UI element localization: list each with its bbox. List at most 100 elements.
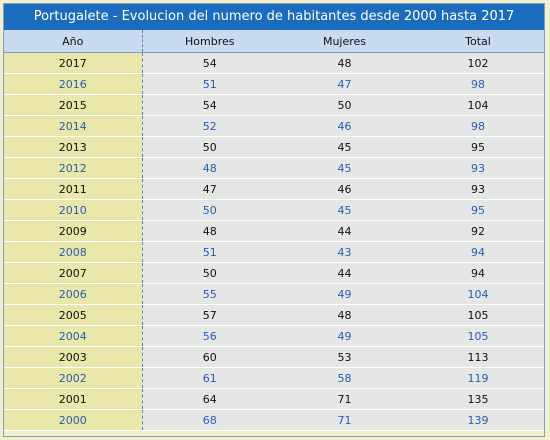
women-cell: 49 bbox=[277, 283, 412, 305]
header-total: Total bbox=[412, 30, 544, 53]
year-cell: 2014 bbox=[4, 115, 143, 137]
men-cell: 54 bbox=[142, 52, 277, 74]
header-row: Año Hombres Mujeres Total bbox=[4, 30, 544, 53]
total-cell: 102 bbox=[412, 52, 544, 74]
men-cell: 56 bbox=[142, 325, 277, 347]
year-cell: 2011 bbox=[4, 178, 143, 200]
total-cell: 105 bbox=[412, 325, 544, 347]
men-cell: 48 bbox=[142, 157, 277, 179]
population-table-panel: Portugalete - Evolucion del numero de ha… bbox=[3, 3, 545, 437]
population-table: Año Hombres Mujeres Total 2017 54 48 102 201… bbox=[4, 30, 544, 431]
year-cell: 2009 bbox=[4, 220, 143, 242]
women-cell: 44 bbox=[277, 220, 412, 242]
men-cell: 54 bbox=[142, 94, 277, 116]
year-cell: 2008 bbox=[4, 241, 143, 263]
header-women: Mujeres bbox=[277, 30, 412, 53]
total-cell: 98 bbox=[412, 73, 544, 95]
total-cell: 94 bbox=[412, 241, 544, 263]
total-cell: 139 bbox=[412, 409, 544, 431]
table-body: 2017 54 48 102 2016 51 47 98 2015 54 50 104 2014 52 46… bbox=[4, 52, 544, 431]
table-row: 2005 57 48 105 bbox=[4, 304, 544, 326]
men-cell: 68 bbox=[142, 409, 277, 431]
women-cell: 48 bbox=[277, 304, 412, 326]
total-cell: 95 bbox=[412, 136, 544, 158]
year-cell: 2012 bbox=[4, 157, 143, 179]
men-cell: 51 bbox=[142, 241, 277, 263]
women-cell: 48 bbox=[277, 52, 412, 74]
header-year: Año bbox=[4, 30, 143, 53]
total-cell: 104 bbox=[412, 283, 544, 305]
men-cell: 51 bbox=[142, 73, 277, 95]
women-cell: 71 bbox=[277, 409, 412, 431]
year-cell: 2013 bbox=[4, 136, 143, 158]
women-cell: 46 bbox=[277, 115, 412, 137]
men-cell: 48 bbox=[142, 220, 277, 242]
women-cell: 47 bbox=[277, 73, 412, 95]
table-row: 2009 48 44 92 bbox=[4, 220, 544, 242]
year-cell: 2001 bbox=[4, 388, 143, 410]
table-row: 2013 50 45 95 bbox=[4, 136, 544, 158]
men-cell: 50 bbox=[142, 136, 277, 158]
total-cell: 113 bbox=[412, 346, 544, 368]
women-cell: 45 bbox=[277, 136, 412, 158]
table-row: 2014 52 46 98 bbox=[4, 115, 544, 137]
women-cell: 71 bbox=[277, 388, 412, 410]
table-row: 2000 68 71 139 bbox=[4, 409, 544, 431]
year-cell: 2007 bbox=[4, 262, 143, 284]
women-cell: 53 bbox=[277, 346, 412, 368]
total-cell: 95 bbox=[412, 199, 544, 221]
table-row: 2010 50 45 95 bbox=[4, 199, 544, 221]
table-title: Portugalete - Evolucion del numero de ha… bbox=[4, 4, 544, 30]
total-cell: 92 bbox=[412, 220, 544, 242]
men-cell: 52 bbox=[142, 115, 277, 137]
table-row: 2011 47 46 93 bbox=[4, 178, 544, 200]
table-row: 2003 60 53 113 bbox=[4, 346, 544, 368]
men-cell: 57 bbox=[142, 304, 277, 326]
year-cell: 2010 bbox=[4, 199, 143, 221]
total-cell: 94 bbox=[412, 262, 544, 284]
men-cell: 64 bbox=[142, 388, 277, 410]
year-cell: 2017 bbox=[4, 52, 143, 74]
women-cell: 45 bbox=[277, 157, 412, 179]
table-row: 2008 51 43 94 bbox=[4, 241, 544, 263]
header-men: Hombres bbox=[142, 30, 277, 53]
men-cell: 55 bbox=[142, 283, 277, 305]
women-cell: 46 bbox=[277, 178, 412, 200]
table-row: 2001 64 71 135 bbox=[4, 388, 544, 410]
men-cell: 61 bbox=[142, 367, 277, 389]
table-row: 2017 54 48 102 bbox=[4, 52, 544, 74]
table-row: 2007 50 44 94 bbox=[4, 262, 544, 284]
women-cell: 44 bbox=[277, 262, 412, 284]
year-cell: 2004 bbox=[4, 325, 143, 347]
year-cell: 2015 bbox=[4, 94, 143, 116]
total-cell: 105 bbox=[412, 304, 544, 326]
total-cell: 119 bbox=[412, 367, 544, 389]
women-cell: 49 bbox=[277, 325, 412, 347]
men-cell: 50 bbox=[142, 262, 277, 284]
year-cell: 2005 bbox=[4, 304, 143, 326]
men-cell: 47 bbox=[142, 178, 277, 200]
year-cell: 2006 bbox=[4, 283, 143, 305]
total-cell: 93 bbox=[412, 157, 544, 179]
women-cell: 58 bbox=[277, 367, 412, 389]
total-cell: 98 bbox=[412, 115, 544, 137]
table-row: 2016 51 47 98 bbox=[4, 73, 544, 95]
table-header: Año Hombres Mujeres Total bbox=[4, 30, 544, 53]
year-cell: 2000 bbox=[4, 409, 143, 431]
total-cell: 135 bbox=[412, 388, 544, 410]
women-cell: 45 bbox=[277, 199, 412, 221]
table-row: 2006 55 49 104 bbox=[4, 283, 544, 305]
men-cell: 50 bbox=[142, 199, 277, 221]
total-cell: 93 bbox=[412, 178, 544, 200]
year-cell: 2003 bbox=[4, 346, 143, 368]
table-row: 2012 48 45 93 bbox=[4, 157, 544, 179]
women-cell: 43 bbox=[277, 241, 412, 263]
table-row: 2002 61 58 119 bbox=[4, 367, 544, 389]
total-cell: 104 bbox=[412, 94, 544, 116]
women-cell: 50 bbox=[277, 94, 412, 116]
men-cell: 60 bbox=[142, 346, 277, 368]
year-cell: 2016 bbox=[4, 73, 143, 95]
year-cell: 2002 bbox=[4, 367, 143, 389]
table-row: 2015 54 50 104 bbox=[4, 94, 544, 116]
table-row: 2004 56 49 105 bbox=[4, 325, 544, 347]
